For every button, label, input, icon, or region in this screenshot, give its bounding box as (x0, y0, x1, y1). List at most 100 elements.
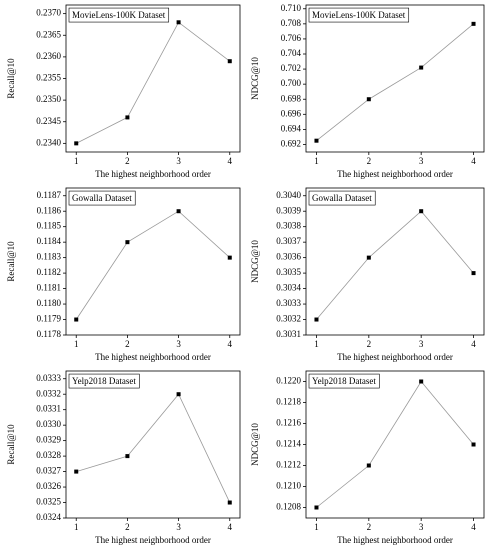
x-tick-label: 2 (367, 522, 372, 532)
marker (314, 138, 319, 143)
y-tick-label: 0.0324 (36, 512, 61, 522)
y-tick-label: 0.1182 (37, 267, 61, 277)
marker (74, 317, 79, 322)
y-tick-label: 0.1178 (37, 329, 62, 339)
marker (125, 454, 130, 459)
y-tick-label: 0.0330 (36, 419, 61, 429)
y-tick-label: 0.3036 (276, 252, 301, 262)
y-tick-label: 0.1180 (37, 298, 62, 308)
y-tick-label: 0.0329 (36, 435, 61, 445)
x-tick-label: 4 (228, 156, 233, 166)
y-tick-label: 0.692 (281, 139, 301, 149)
y-tick-label: 0.1179 (37, 314, 62, 324)
x-tick-label: 4 (471, 522, 476, 532)
x-tick-label: 1 (314, 156, 319, 166)
y-tick-label: 0.2365 (36, 29, 61, 39)
x-tick-label: 3 (419, 339, 424, 349)
panel: 0.0324 0.0325 0.0326 0.0327 0.0328 0.0329 0.03… (6, 370, 241, 545)
line (76, 21, 231, 144)
panel: 0.2340 0.2345 0.2350 0.2355 0.2360 0.2365 0.23… (6, 4, 241, 179)
marker (314, 317, 319, 322)
x-tick-label: 3 (176, 156, 181, 166)
marker (125, 115, 130, 120)
y-tick-label: 0.1208 (276, 502, 301, 512)
line (316, 380, 474, 508)
x-axis-label: The highest neighborhood order (95, 169, 211, 179)
plot-frame (305, 187, 485, 336)
marker (227, 255, 232, 260)
title-box (68, 373, 140, 389)
y-tick-label: 0.1212 (276, 460, 301, 470)
y-tick-label: 0.0327 (36, 466, 61, 476)
y-tick-label: 0.0325 (36, 497, 61, 507)
marker (366, 255, 371, 260)
title-box (308, 7, 410, 23)
x-axis-label: The highest neighborhood order (337, 535, 453, 545)
y-tick-label: 0.706 (281, 33, 302, 43)
chart-title: Yelp2018 Dataset (312, 376, 376, 386)
x-axis-label: The highest neighborhood order (337, 169, 453, 179)
plot-frame (305, 4, 485, 153)
x-tick-label: 1 (74, 156, 79, 166)
chart-title: MovieLens-100K Dataset (72, 10, 166, 20)
y-axis-label: Recall@10 (6, 58, 16, 99)
marker (227, 500, 232, 505)
panel: 0.3031 0.3032 0.3033 0.3034 0.3035 0.3036 0.30… (250, 187, 485, 362)
title-box (68, 7, 170, 23)
y-tick-label: 0.704 (281, 48, 302, 58)
y-tick-label: 0.0332 (36, 388, 61, 398)
x-tick-label: 3 (176, 339, 181, 349)
y-tick-label: 0.3039 (276, 205, 301, 215)
y-tick-label: 0.1210 (276, 481, 301, 491)
x-tick-label: 4 (471, 156, 476, 166)
y-tick-label: 0.2345 (36, 116, 61, 126)
line (316, 23, 474, 142)
y-tick-label: 0.2370 (36, 8, 61, 18)
y-tick-label: 0.1181 (37, 283, 61, 293)
y-tick-label: 0.1218 (276, 397, 301, 407)
y-tick-label: 0.3031 (276, 329, 301, 339)
y-tick-label: 0.0328 (36, 450, 61, 460)
x-tick-label: 4 (228, 339, 233, 349)
marker (74, 141, 79, 146)
y-tick-label: 0.3033 (276, 298, 301, 308)
x-tick-label: 4 (471, 339, 476, 349)
x-tick-label: 2 (125, 339, 130, 349)
x-tick-label: 4 (228, 522, 233, 532)
panel: 0.1178 0.1179 0.1180 0.1181 0.1182 0.1183 0.11… (6, 187, 241, 362)
x-axis-label: The highest neighborhood order (95, 535, 211, 545)
marker (419, 209, 424, 214)
line (75, 210, 231, 320)
y-tick-label: 0.3038 (276, 221, 301, 231)
y-tick-label: 0.1220 (276, 376, 301, 386)
y-axis-label: NDCG@10 (250, 57, 260, 100)
x-tick-label: 2 (125, 156, 130, 166)
plot-frame (65, 187, 241, 336)
x-tick-label: 3 (419, 522, 424, 532)
y-tick-label: 0.0331 (36, 404, 61, 414)
y-tick-label: 0.3037 (276, 236, 301, 246)
marker (419, 379, 424, 384)
line (76, 393, 231, 503)
y-tick-label: 0.2355 (36, 73, 61, 83)
y-tick-label: 0.1187 (37, 190, 62, 200)
y-tick-label: 0.1214 (276, 439, 301, 449)
marker (471, 271, 476, 276)
y-tick-label: 0.702 (281, 63, 301, 73)
marker (314, 505, 319, 510)
x-tick-label: 3 (176, 522, 181, 532)
x-tick-label: 2 (367, 156, 372, 166)
title-box (68, 190, 136, 206)
x-tick-label: 1 (74, 522, 79, 532)
y-tick-label: 0.696 (281, 108, 302, 118)
chart-title: Yelp2018 Dataset (72, 376, 136, 386)
y-tick-label: 0.3034 (276, 283, 301, 293)
marker (366, 463, 371, 468)
y-tick-label: 0.3035 (276, 267, 301, 277)
y-axis-label: NDCG@10 (250, 423, 260, 466)
y-tick-label: 0.1216 (276, 418, 301, 428)
y-tick-label: 0.698 (281, 93, 302, 103)
y-tick-label: 0.700 (281, 78, 302, 88)
panel: 0.1208 0.1210 0.1212 0.1214 0.1216 0.1218 0.12… (250, 370, 485, 545)
